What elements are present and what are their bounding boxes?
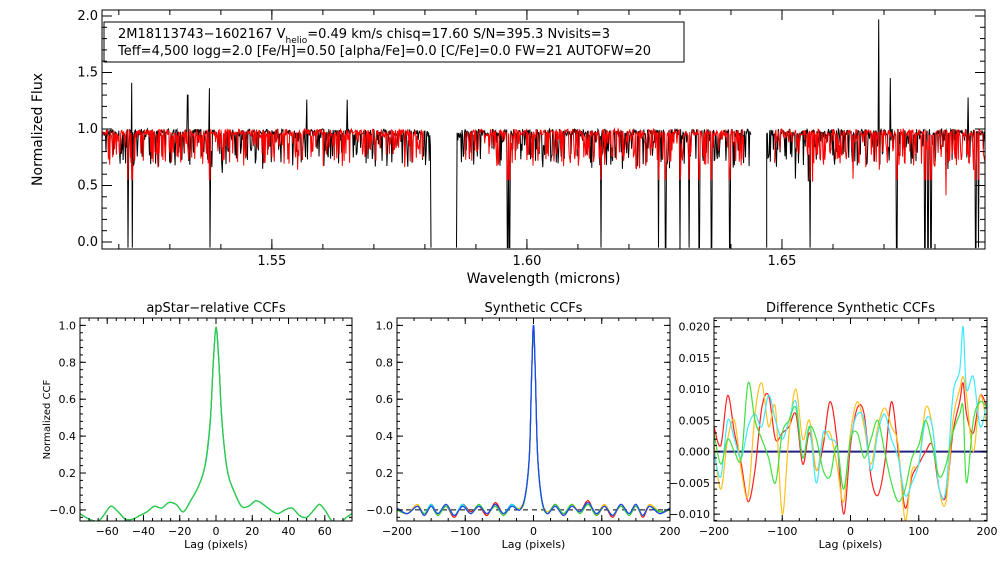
x-tick-label: 40 — [282, 525, 296, 538]
x-tick-label: 100 — [908, 525, 929, 538]
plot-area — [397, 324, 670, 518]
y-tick-label: 0.000 — [679, 446, 711, 459]
y-tick-label: 0.2 — [59, 467, 77, 480]
panel-3: −200 −100 0 100 200 −0.0 0.2 0.4 0.6 0.8 1.0 Synthe… — [366, 301, 680, 551]
y-tick-label: 0.015 — [679, 352, 711, 365]
y-tick-label: 1.0 — [77, 122, 98, 137]
x-tick-label: −40 — [132, 525, 155, 538]
panel-title: apStar−relative CCFs — [146, 301, 286, 316]
ccf-series-red — [397, 324, 670, 518]
x-tick-label: 1.65 — [767, 254, 796, 269]
panel-1: 2M18113743−1602167 Vhelio=0.49 km/s chis… — [30, 9, 986, 287]
axes-frame — [396, 317, 671, 522]
y-tick-label: 0.005 — [679, 414, 711, 427]
y-tick-label: 0.6 — [376, 393, 394, 406]
x-tick-label: 200 — [660, 525, 681, 538]
x-axis-label: Lag (pixels) — [184, 538, 248, 551]
panel-4: −200 −100 0 100 200 −0.010 −0.005 0.000 0.005 0.0… — [669, 301, 997, 551]
ccf-series-green — [397, 326, 670, 517]
y-tick-label: 0.2 — [376, 467, 394, 480]
ccf-series-red — [714, 382, 987, 515]
info-vhelio-sub: helio — [285, 36, 307, 46]
y-tick-label: 1.0 — [59, 319, 77, 332]
info-stats: =0.49 km/s chisq=17.60 S/N=395.3 Nvisits… — [307, 27, 610, 42]
y-tick-label: 0.8 — [376, 356, 394, 369]
x-tick-label: −100 — [767, 525, 797, 538]
info-line-1: 2M18113743−1602167 Vhelio=0.49 km/s chis… — [118, 27, 610, 46]
observed-spectrum-chip-2 — [456, 127, 752, 249]
info-star-id: 2M18113743−1602167 V — [118, 27, 286, 42]
y-tick-label: −0.005 — [669, 477, 710, 490]
model-spectrum-chip-2 — [464, 127, 745, 181]
x-tick-label: 60 — [318, 525, 332, 538]
y-tick-label: −0.010 — [669, 508, 710, 521]
y-tick-label: 1.0 — [376, 319, 394, 332]
x-tick-label: −100 — [450, 525, 480, 538]
y-tick-label: 0.010 — [679, 383, 711, 396]
x-tick-label: −60 — [96, 525, 119, 538]
ccf-series-visit-1 — [80, 326, 352, 521]
y-tick-label: 0.6 — [59, 393, 77, 406]
y-tick-label: 0.020 — [679, 321, 711, 334]
panel-2: −60 −40 −20 0 20 40 60 −0.0 0.2 0.4 0.6 0.8 1.0 apSta… — [42, 301, 353, 551]
ccf-series-green — [714, 381, 987, 503]
y-tick-label: 2.0 — [77, 9, 98, 24]
model-spectrum-chip-3 — [774, 127, 985, 196]
x-tick-label: −200 — [382, 525, 412, 538]
observed-spectrum-chip-1 — [102, 82, 432, 248]
y-tick-label: 1.5 — [77, 65, 98, 80]
ccf-series-blue — [397, 324, 670, 517]
x-tick-label: −200 — [699, 525, 729, 538]
x-tick-label: 20 — [245, 525, 259, 538]
x-tick-label: 0 — [530, 525, 537, 538]
y-tick-label: −0.0 — [366, 504, 393, 517]
ccf-series-visit-3 — [80, 326, 352, 521]
ccf-series-yellow — [714, 376, 987, 521]
y-tick-label: 0.8 — [59, 356, 77, 369]
x-axis-label: Lag (pixels) — [819, 538, 883, 551]
x-axis-label: Lag (pixels) — [502, 538, 566, 551]
x-tick-label: 0 — [213, 525, 220, 538]
x-tick-label: 1.55 — [257, 254, 286, 269]
y-tick-label: 0.0 — [77, 235, 98, 250]
x-tick-label: 1.60 — [512, 254, 541, 269]
y-axis-label: Normalized Flux — [30, 73, 46, 186]
y-tick-label: 0.5 — [77, 178, 98, 193]
plot-area — [714, 326, 987, 521]
ccf-series-yellow — [397, 326, 670, 517]
y-tick-label: 0.4 — [59, 430, 77, 443]
panel-title: Difference Synthetic CCFs — [766, 301, 935, 316]
ccf-series-cyan — [397, 324, 670, 517]
y-tick-label: −0.0 — [49, 504, 76, 517]
x-tick-label: 200 — [977, 525, 998, 538]
plot-area — [80, 326, 352, 521]
info-line-2: Teff=4,500 logg=2.0 [Fe/H]=0.50 [alpha/F… — [117, 44, 651, 59]
ccf-series-visit-2 — [80, 328, 352, 521]
y-axis-label: Normalized CCF — [42, 379, 53, 459]
axes-frame — [101, 9, 986, 250]
plot-area — [102, 19, 985, 249]
ccf-series-cyan — [714, 326, 987, 500]
x-axis-label: Wavelength (microns) — [467, 271, 621, 287]
panel-title: Synthetic CCFs — [485, 301, 583, 316]
x-tick-label: 0 — [847, 525, 854, 538]
model-spectrum-chip-1 — [102, 127, 424, 181]
info-box — [103, 21, 685, 63]
x-tick-label: 100 — [591, 525, 612, 538]
x-tick-label: −20 — [168, 525, 191, 538]
y-tick-label: 0.4 — [376, 430, 394, 443]
axes-frame — [79, 317, 353, 522]
